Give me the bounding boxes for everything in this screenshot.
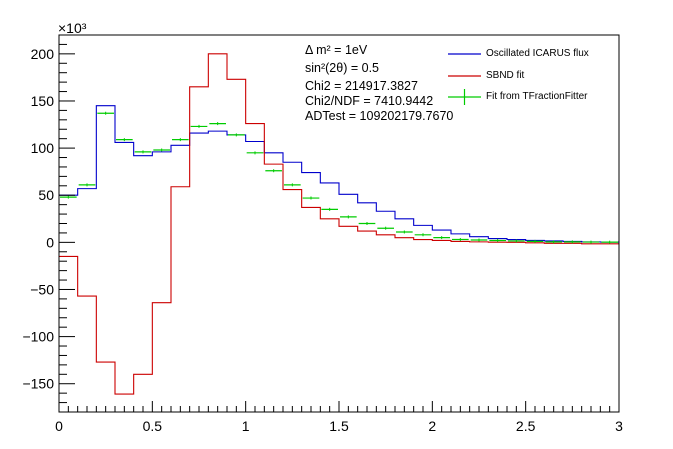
x-tick-label-1: 0.5	[143, 418, 163, 434]
histogram-layer	[59, 53, 619, 395]
info-sin2: sin²(2θ) = 0.5	[305, 61, 379, 75]
info-chi2: Chi2 = 214917.3827	[305, 79, 418, 93]
y-tick-label-3: 0	[46, 234, 54, 250]
y-tick-label-5: 100	[31, 140, 55, 156]
y-tick-label-2: −50	[30, 281, 54, 297]
info-adtest: ADTest = 109202179.7670	[305, 109, 454, 123]
series-oscillated-histogram	[59, 105, 619, 243]
y-tick-label-0: −150	[22, 376, 54, 392]
legend-label-fit: Fit from TFractionFitter	[486, 91, 588, 102]
tick-layer	[58, 34, 620, 412]
x-tick-label-2: 1	[242, 418, 250, 434]
legend-symbol-layer	[448, 53, 481, 105]
y-exponent-label: ×10³	[58, 20, 87, 36]
info-chi2-ndf: Chi2/NDF = 7410.9442	[305, 94, 434, 108]
legend-label-oscillated: Oscillated ICARUS flux	[486, 48, 589, 59]
y-tick-label-7: 200	[31, 46, 55, 62]
series-sbnd-histogram	[59, 53, 619, 395]
x-tick-label-0: 0	[55, 418, 63, 434]
y-tick-label-1: −100	[22, 329, 54, 345]
y-tick-label-4: 50	[38, 187, 54, 203]
x-tick-label-4: 2	[428, 418, 436, 434]
x-tick-label-6: 3	[615, 418, 623, 434]
y-tick-label-6: 150	[31, 93, 55, 109]
x-tick-label-5: 2.5	[516, 418, 536, 434]
tick-label-layer: 0 0.5 1 1.5 2 2.5 3 −150 −100 −50 0 50 100 150 200	[22, 46, 623, 434]
x-tick-label-3: 1.5	[329, 418, 349, 434]
info-dm2: Δ m² = 1eV	[305, 43, 368, 57]
legend-label-sbnd: SBND fit	[486, 70, 525, 81]
